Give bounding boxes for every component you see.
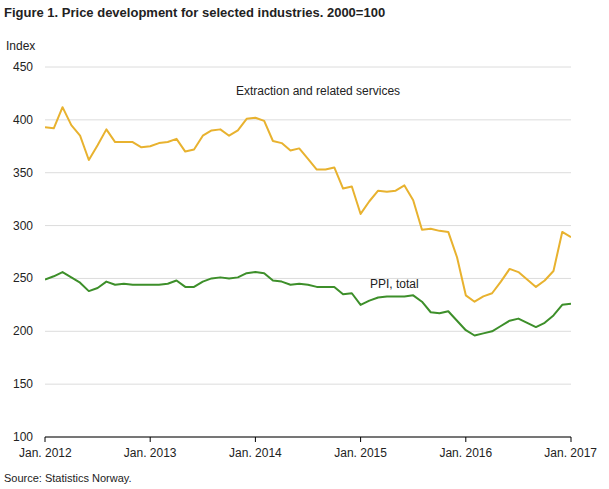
grid-line [45, 67, 571, 68]
x-tick-label: Jan. 2012 [19, 446, 72, 460]
grid-line [45, 119, 571, 120]
y-tick-label: 450 [13, 60, 33, 74]
title: Figure 1. Price development for selected… [4, 5, 385, 20]
x-tick-label: Jan. 2015 [334, 446, 387, 460]
series-line [45, 107, 571, 302]
grid-line [45, 384, 571, 385]
source: Source: Statistics Norway. [4, 472, 132, 484]
x-tick-label: Jan. 2016 [439, 446, 492, 460]
y-tick-label: 350 [13, 166, 33, 180]
y-tick-label: 300 [13, 219, 33, 233]
series-label: PPI, total [370, 277, 419, 291]
x-tick [571, 437, 572, 442]
x-tick-label: Jan. 2014 [229, 446, 282, 460]
y-tick-label: 400 [13, 113, 33, 127]
chart: Figure 1. Price development for selected… [0, 0, 609, 489]
y-tick-label: 250 [13, 271, 33, 285]
x-tick-label: Jan. 2017 [544, 446, 597, 460]
y-axis-label: Index [6, 39, 35, 53]
grid-line [45, 437, 571, 438]
x-tick [45, 437, 46, 442]
x-tick [465, 437, 466, 442]
grid-line [45, 172, 571, 173]
x-tick [150, 437, 151, 442]
y-tick-label: 100 [13, 430, 33, 444]
x-tick-label: Jan. 2013 [124, 446, 177, 460]
x-axis [45, 437, 571, 438]
plot-area [45, 107, 571, 335]
grid-line [45, 225, 571, 226]
y-tick-label: 150 [13, 377, 33, 391]
y-tick-label: 200 [13, 324, 33, 338]
grid-line [45, 278, 571, 279]
x-tick [360, 437, 361, 442]
series-label: Extraction and related services [236, 84, 400, 98]
x-tick [255, 437, 256, 442]
series-line [45, 272, 571, 335]
